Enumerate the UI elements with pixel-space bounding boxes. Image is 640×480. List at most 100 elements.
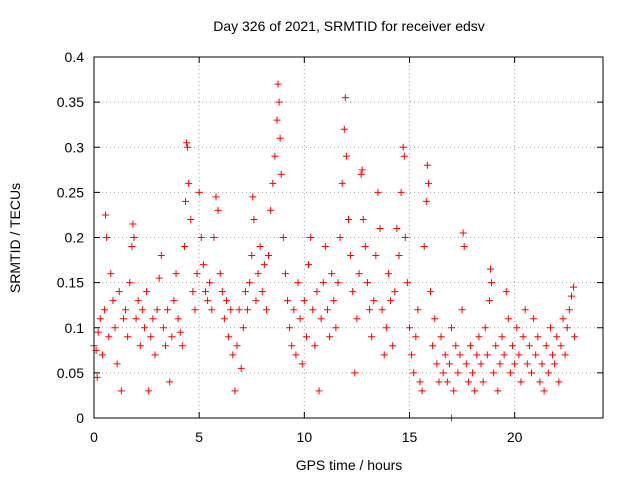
data-point (555, 378, 563, 386)
y-tick-label: 0.05 (57, 365, 84, 381)
data-point (368, 333, 376, 341)
data-point (378, 306, 386, 314)
data-point (372, 252, 380, 260)
data-point (519, 333, 527, 341)
data-point (267, 206, 275, 214)
data-point (349, 288, 357, 296)
data-point (237, 364, 245, 372)
data-point (212, 193, 220, 201)
data-point (400, 152, 408, 160)
data-point (401, 234, 409, 241)
y-tick-label: 0.15 (57, 275, 84, 291)
data-point (397, 188, 405, 196)
data-point (435, 378, 443, 386)
data-point (441, 351, 449, 359)
data-point (513, 324, 521, 332)
data-point (410, 369, 418, 377)
data-point (496, 360, 504, 368)
data-point (129, 220, 137, 228)
data-point (195, 188, 203, 196)
data-points (90, 80, 579, 422)
data-point (527, 369, 535, 377)
data-point (546, 324, 554, 332)
data-point (345, 215, 352, 223)
data-point (523, 360, 531, 368)
data-point (384, 270, 392, 278)
data-point (216, 270, 224, 278)
data-point (571, 333, 579, 341)
data-point (389, 342, 397, 350)
data-point (307, 234, 315, 241)
data-point (332, 324, 340, 332)
data-point (340, 125, 348, 133)
data-point (464, 378, 472, 386)
data-point (309, 306, 317, 314)
data-point (147, 333, 155, 341)
data-point (363, 279, 371, 287)
data-point (525, 342, 533, 350)
data-point (256, 243, 264, 251)
data-point (231, 387, 239, 395)
data-point (506, 369, 514, 377)
data-point (466, 342, 474, 350)
data-point (187, 215, 195, 223)
data-point (405, 324, 413, 332)
data-point (376, 224, 384, 232)
data-point (279, 234, 287, 241)
data-point (229, 351, 237, 359)
data-point (380, 351, 388, 359)
data-point (462, 360, 470, 368)
data-point (185, 179, 193, 187)
data-point (269, 179, 277, 187)
data-point (109, 297, 117, 305)
data-point (136, 342, 144, 350)
data-point (540, 387, 548, 395)
data-point (361, 243, 369, 251)
data-point (542, 342, 550, 350)
y-tick-label: 0.25 (57, 184, 84, 200)
data-point (286, 324, 294, 332)
y-tick-label: 0 (76, 410, 84, 426)
axis-ticks: 0 0.05 0.1 0.15 0.2 0.25 0.3 0.35 0.4 0 5 10 15 20 (57, 49, 603, 445)
data-point (515, 351, 523, 359)
data-point (504, 315, 512, 323)
data-point (250, 215, 258, 223)
data-point (218, 288, 226, 296)
data-point (326, 333, 334, 341)
data-point (204, 297, 212, 305)
y-tick-label: 0.35 (57, 94, 84, 110)
data-point (485, 297, 493, 305)
data-point (281, 270, 289, 278)
data-point (416, 378, 424, 386)
data-point (284, 297, 292, 305)
data-point (357, 170, 365, 178)
data-point (317, 315, 325, 323)
data-point (292, 351, 300, 359)
data-point (298, 360, 306, 368)
data-point (551, 360, 559, 368)
data-point (176, 328, 184, 336)
data-point (351, 369, 359, 377)
data-point (481, 324, 489, 332)
data-point (374, 188, 382, 196)
data-point (180, 243, 188, 251)
x-tick-label: 10 (297, 429, 313, 445)
data-point (124, 333, 132, 341)
data-point (117, 387, 125, 395)
data-point (549, 351, 557, 359)
data-point (319, 279, 327, 287)
data-point (191, 306, 199, 314)
data-point (433, 360, 441, 368)
data-point (313, 288, 321, 296)
data-point (132, 315, 140, 323)
data-point (561, 351, 569, 359)
data-point (563, 324, 571, 332)
data-point (418, 387, 426, 395)
data-point (358, 166, 366, 174)
data-point (184, 143, 192, 151)
data-point (233, 342, 241, 350)
data-point (323, 306, 331, 314)
data-point (181, 197, 189, 205)
y-tick-label: 0.3 (65, 139, 85, 155)
data-point (208, 306, 216, 314)
